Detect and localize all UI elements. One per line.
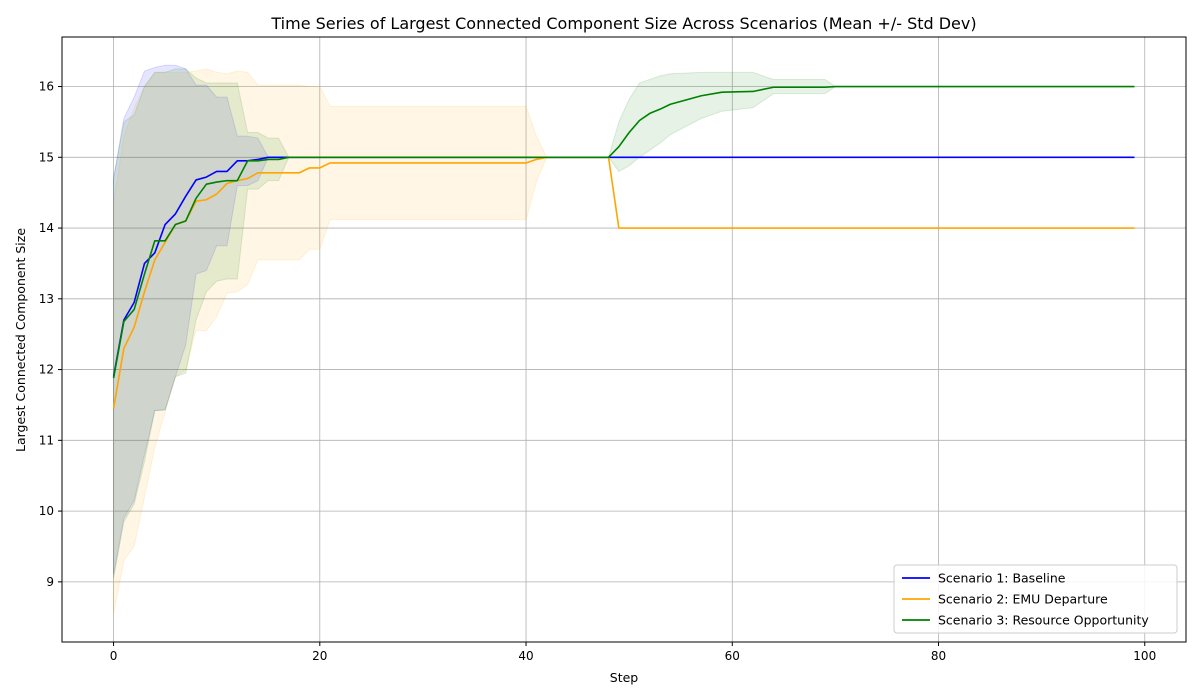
y-tick-label: 13	[39, 292, 54, 306]
legend-entry: Scenario 3: Resource Opportunity	[938, 613, 1149, 628]
x-tick-label: 20	[312, 649, 327, 663]
legend: Scenario 1: Baseline Scenario 2: EMU Depa…	[893, 564, 1178, 634]
series-lines	[112, 85, 1135, 409]
x-axis-ticks: 0 20 40 60 80 100	[110, 642, 1156, 663]
y-tick-label: 14	[39, 221, 54, 235]
y-tick-label: 10	[39, 504, 54, 518]
legend-box	[893, 564, 1178, 634]
legend-entry: Scenario 2: EMU Departure	[938, 592, 1108, 607]
legend-entry: Scenario 1: Baseline	[938, 571, 1066, 586]
std-dev-bands	[113, 64, 1135, 614]
y-axis-ticks: 9 10 11 12 13 14 15 16	[39, 80, 62, 589]
series-line-2	[112, 156, 1135, 409]
y-tick-label: 9	[46, 575, 54, 589]
series-line-3	[112, 85, 1135, 379]
std-dev-band-series-3	[113, 68, 1135, 579]
y-tick-label: 11	[39, 433, 54, 447]
y-axis-label: Largest Connected Component Size	[13, 228, 28, 452]
chart-title: Time Series of Largest Connected Compone…	[270, 14, 976, 33]
y-tick-label: 16	[39, 80, 54, 94]
plot-frame	[61, 36, 1187, 643]
y-tick-label: 12	[39, 363, 54, 377]
x-tick-label: 40	[518, 649, 533, 663]
x-tick-label: 0	[110, 649, 118, 663]
y-tick-label: 15	[39, 150, 54, 164]
x-tick-label: 60	[725, 649, 740, 663]
x-tick-label: 100	[1133, 649, 1156, 663]
x-axis-label: Step	[610, 670, 639, 685]
x-tick-label: 80	[931, 649, 946, 663]
